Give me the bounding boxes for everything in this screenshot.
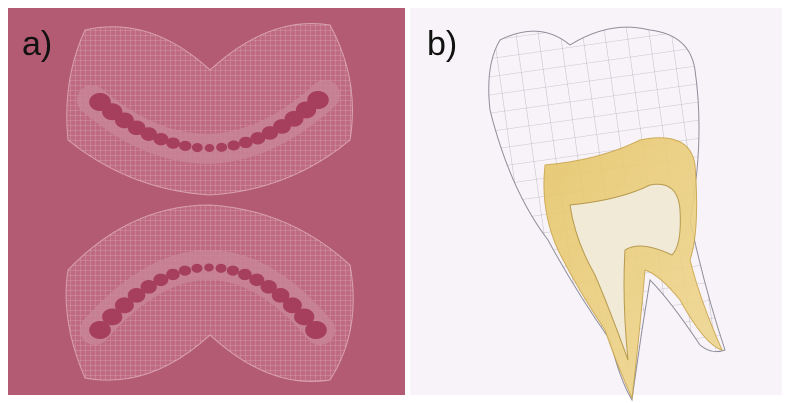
bead [166, 137, 180, 148]
bead [153, 133, 168, 145]
panel-a: a) [8, 8, 405, 395]
bead [307, 91, 329, 109]
bead [205, 144, 215, 152]
bead [179, 265, 191, 275]
bead [153, 274, 168, 286]
bead [216, 143, 227, 152]
panel-label: b) [427, 25, 457, 63]
bead [192, 264, 203, 273]
bead [216, 264, 227, 273]
bead [204, 264, 214, 272]
bead [227, 265, 239, 275]
panel-b: b) [410, 8, 782, 400]
bead [179, 141, 191, 151]
bead [166, 269, 180, 280]
bead [228, 140, 240, 150]
panel-label: a) [22, 25, 52, 63]
figure: a) b) [0, 0, 790, 403]
bead [305, 321, 327, 339]
bead [192, 143, 203, 152]
